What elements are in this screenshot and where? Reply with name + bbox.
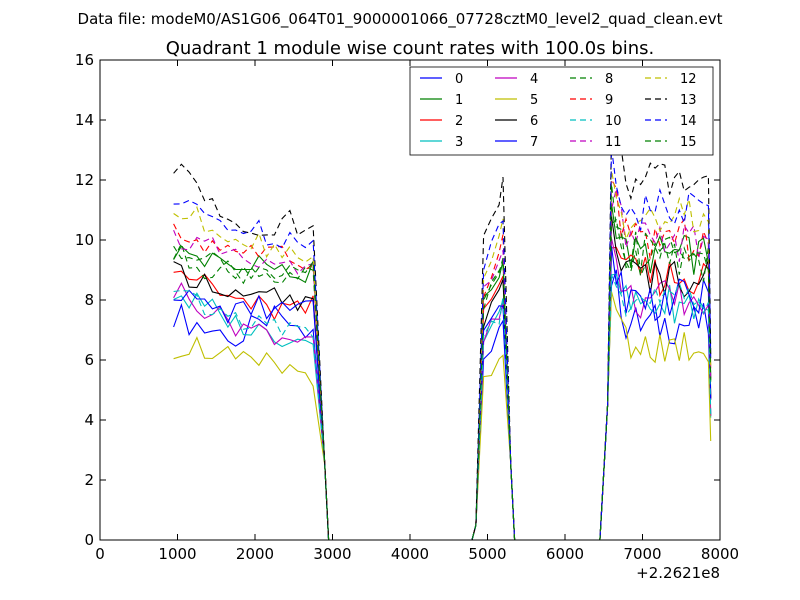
y-tick-label: 16 [75, 51, 94, 69]
y-tick-label: 4 [84, 411, 94, 429]
x-tick-label: 0 [95, 545, 105, 563]
legend-label: 9 [605, 93, 613, 108]
series-line-5 [173, 291, 712, 541]
legend-label: 14 [680, 114, 697, 129]
chart-title: Quadrant 1 module wise count rates with … [166, 38, 655, 59]
x-offset-label: +2.2621e8 [636, 564, 720, 582]
series-line-13 [173, 127, 712, 541]
y-tick-label: 2 [84, 471, 94, 489]
legend-label: 5 [530, 93, 538, 108]
series-line-14 [173, 147, 712, 541]
series-line-6 [173, 216, 712, 541]
series-line-3 [173, 273, 712, 541]
legend-label: 0 [455, 72, 463, 87]
legend-label: 2 [455, 114, 463, 129]
suptitle: Data file: modeM0/AS1G06_064T01_90000010… [78, 10, 723, 29]
series-line-12 [173, 170, 712, 541]
legend-label: 8 [605, 72, 613, 87]
legend-label: 11 [605, 135, 622, 150]
legend-label: 6 [530, 114, 538, 129]
x-tick-label: 3000 [313, 545, 351, 563]
series-layer [173, 127, 712, 541]
x-tick-label: 8000 [701, 545, 739, 563]
legend-label: 7 [530, 135, 538, 150]
legend-label: 15 [680, 135, 697, 150]
x-tick-label: 1000 [158, 545, 196, 563]
series-line-15 [173, 184, 712, 541]
series-line-8 [173, 218, 712, 541]
series-line-7 [173, 246, 712, 541]
legend-label: 13 [680, 93, 697, 108]
y-tick-label: 6 [84, 351, 94, 369]
legend-label: 3 [455, 135, 463, 150]
x-tick-label: 4000 [391, 545, 429, 563]
y-tick-label: 14 [75, 111, 94, 129]
series-line-2 [173, 246, 712, 541]
x-tick-label: 5000 [468, 545, 506, 563]
y-tick-label: 12 [75, 171, 94, 189]
x-tick-label: 6000 [546, 545, 584, 563]
series-line-10 [173, 274, 712, 541]
legend-box [409, 66, 714, 156]
series-line-0 [173, 269, 712, 541]
legend-label: 4 [530, 72, 538, 87]
series-line-11 [173, 188, 712, 541]
legend-label: 1 [455, 93, 463, 108]
series-line-1 [173, 203, 712, 541]
y-tick-label: 8 [84, 291, 94, 309]
x-tick-label: 2000 [236, 545, 274, 563]
y-tick-label: 0 [84, 531, 94, 549]
legend-label: 10 [605, 114, 622, 129]
series-line-9 [173, 177, 712, 541]
x-tick-label: 7000 [623, 545, 661, 563]
legend-label: 12 [680, 72, 697, 87]
y-tick-label: 10 [75, 231, 94, 249]
axis-ticks: 0 1000 2000 3000 4000 5000 6000 7000 80000246810… [75, 51, 739, 563]
